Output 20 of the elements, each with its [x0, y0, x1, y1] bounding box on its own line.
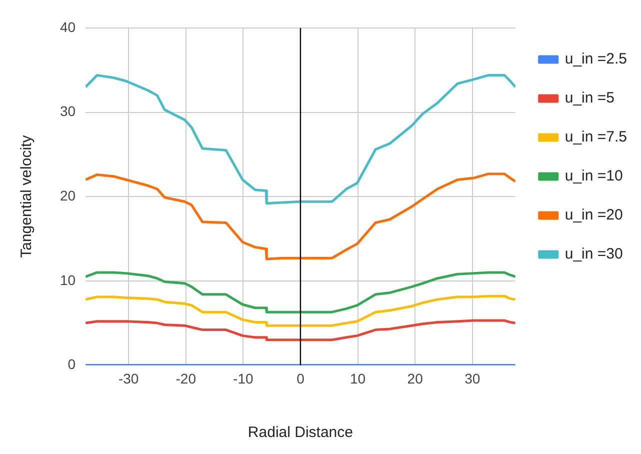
x-tick-label: 0	[296, 370, 305, 386]
x-axis-title: Radial Distance	[248, 424, 353, 442]
y-tick-label: 0	[68, 356, 76, 372]
legend-label: u_in =10	[564, 168, 623, 185]
legend-label: u_in =30	[564, 246, 623, 263]
x-tick-label: -20	[176, 370, 196, 386]
x-tick-label: -30	[118, 370, 139, 386]
x-tick-label: 20	[407, 370, 424, 386]
x-tick-label: 30	[464, 370, 480, 386]
legend-label: u_in =5	[564, 90, 614, 107]
y-tick-label: 20	[60, 187, 76, 204]
legend-label: u_in =7.5	[564, 128, 627, 146]
legend-label: u_in =2.5	[564, 50, 627, 68]
x-tick-label: 10	[350, 370, 366, 386]
y-axis-title: Tangential velocity	[18, 134, 36, 258]
y-tick-label: 30	[60, 103, 76, 120]
legend-label: u_in =20	[564, 206, 623, 224]
y-tick-label: 10	[60, 272, 76, 288]
x-tick-label: -10	[233, 370, 254, 386]
y-tick-label: 40	[60, 18, 76, 35]
